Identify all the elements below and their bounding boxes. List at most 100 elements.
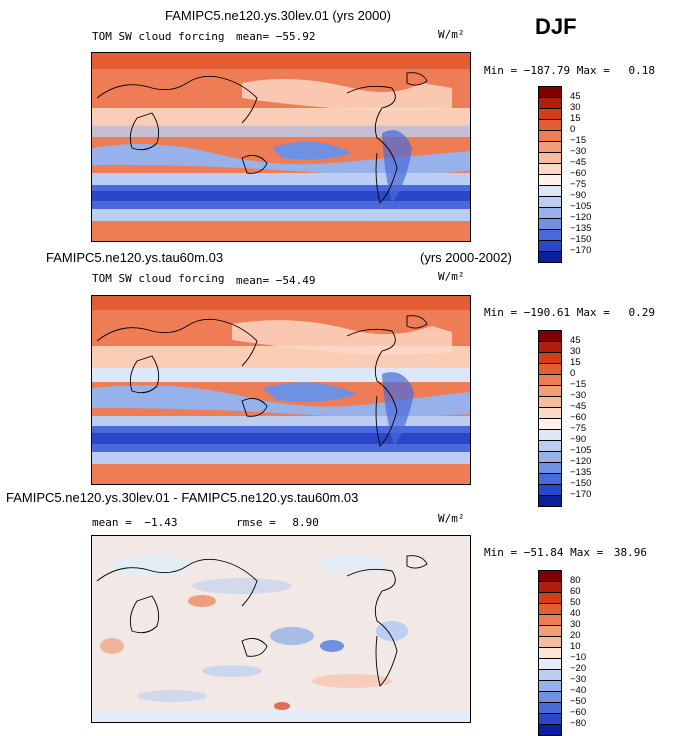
colorbar-swatch bbox=[539, 637, 561, 648]
colorbar-swatch bbox=[539, 164, 561, 175]
colorbar-tick-label: −15 bbox=[570, 135, 587, 146]
panel1-colorbar bbox=[538, 86, 562, 263]
colorbar-tick-label: 20 bbox=[570, 630, 581, 641]
panel1-units: W/m² bbox=[438, 28, 465, 41]
colorbar-swatch bbox=[539, 87, 561, 98]
panel3-min-value: −51.84 bbox=[523, 546, 564, 559]
colorbar-swatch bbox=[539, 604, 561, 615]
colorbar-tick-label: −150 bbox=[570, 478, 592, 489]
colorbar-swatch bbox=[539, 485, 561, 496]
colorbar-tick-label: −170 bbox=[570, 489, 592, 500]
colorbar-swatch bbox=[539, 648, 561, 659]
panel1-min-value: −187.79 bbox=[523, 64, 571, 77]
panel1-min-label: Min = bbox=[484, 64, 518, 77]
panel2-max-value: 0.29 bbox=[628, 306, 655, 319]
colorbar-tick-label: −45 bbox=[570, 157, 587, 168]
colorbar-tick-label: −15 bbox=[570, 379, 587, 390]
colorbar-swatch bbox=[539, 441, 561, 452]
colorbar-tick-label: −20 bbox=[570, 663, 587, 674]
panel3-colorbar bbox=[538, 570, 562, 736]
colorbar-swatch bbox=[539, 230, 561, 241]
panel1-max-value: 0.18 bbox=[628, 64, 655, 77]
panel1-title: FAMIPC5.ne120.ys.30lev.01 (yrs 2000) bbox=[165, 8, 391, 23]
colorbar-tick-label: 30 bbox=[570, 102, 581, 113]
colorbar-tick-label: −170 bbox=[570, 245, 592, 256]
panel2-units: W/m² bbox=[438, 270, 465, 283]
panel2-minmax: Min = −190.61 Max = 0.29 bbox=[484, 306, 655, 319]
colorbar-tick-label: −105 bbox=[570, 445, 592, 456]
colorbar-swatch bbox=[539, 175, 561, 186]
colorbar-swatch bbox=[539, 582, 561, 593]
colorbar-swatch bbox=[539, 208, 561, 219]
colorbar-tick-label: −90 bbox=[570, 434, 587, 445]
panel2-map-field bbox=[92, 296, 470, 484]
panel3-colorbar-swatches bbox=[538, 570, 562, 736]
panel1-map-field bbox=[92, 53, 470, 241]
colorbar-tick-label: −105 bbox=[570, 201, 592, 212]
panel2-subtitle: TOM SW cloud forcing bbox=[92, 272, 225, 285]
colorbar-swatch bbox=[539, 386, 561, 397]
colorbar-swatch bbox=[539, 615, 561, 626]
colorbar-tick-label: −40 bbox=[570, 685, 587, 696]
colorbar-swatch bbox=[539, 375, 561, 386]
colorbar-tick-label: −60 bbox=[570, 707, 587, 718]
colorbar-swatch bbox=[539, 463, 561, 474]
panel3-mean: mean = −1.43 bbox=[92, 516, 178, 529]
colorbar-swatch bbox=[539, 496, 561, 506]
colorbar-swatch bbox=[539, 397, 561, 408]
colorbar-swatch bbox=[539, 571, 561, 582]
colorbar-swatch bbox=[539, 452, 561, 463]
colorbar-tick-label: 10 bbox=[570, 641, 581, 652]
colorbar-tick-label: −60 bbox=[570, 412, 587, 423]
colorbar-swatch bbox=[539, 120, 561, 131]
colorbar-tick-label: −30 bbox=[570, 390, 587, 401]
panel3-min-label: Min = bbox=[484, 546, 518, 559]
colorbar-swatch bbox=[539, 725, 561, 735]
panel2-mean: mean= −54.49 bbox=[236, 274, 316, 287]
panel2-colorbar bbox=[538, 330, 562, 507]
colorbar-tick-label: 15 bbox=[570, 357, 581, 368]
panel1-colorbar-swatches bbox=[538, 86, 562, 263]
colorbar-swatch bbox=[539, 342, 561, 353]
panel3-map-field bbox=[92, 536, 470, 722]
panel1-minmax: Min = −187.79 Max = 0.18 bbox=[484, 64, 655, 77]
colorbar-tick-label: −150 bbox=[570, 234, 592, 245]
panel2-map bbox=[91, 295, 471, 485]
colorbar-swatch bbox=[539, 419, 561, 430]
colorbar-tick-label: 80 bbox=[570, 575, 581, 586]
colorbar-swatch bbox=[539, 109, 561, 120]
colorbar-tick-label: −45 bbox=[570, 401, 587, 412]
panel1-subtitle: TOM SW cloud forcing bbox=[92, 30, 225, 43]
colorbar-swatch bbox=[539, 474, 561, 485]
colorbar-tick-label: −120 bbox=[570, 212, 592, 223]
colorbar-swatch bbox=[539, 692, 561, 703]
panel3-max-label: Max = bbox=[570, 546, 604, 559]
colorbar-swatch bbox=[539, 681, 561, 692]
panel3-map bbox=[91, 535, 471, 723]
colorbar-tick-label: −75 bbox=[570, 423, 587, 434]
panel2-colorbar-swatches bbox=[538, 330, 562, 507]
colorbar-tick-label: 0 bbox=[570, 368, 576, 379]
colorbar-tick-label: −135 bbox=[570, 467, 592, 478]
colorbar-tick-label: −30 bbox=[570, 674, 587, 685]
colorbar-tick-label: 50 bbox=[570, 597, 581, 608]
colorbar-swatch bbox=[539, 626, 561, 637]
panel3-max-value: 38.96 bbox=[613, 546, 647, 559]
colorbar-swatch bbox=[539, 241, 561, 252]
colorbar-swatch bbox=[539, 153, 561, 164]
colorbar-swatch bbox=[539, 703, 561, 714]
colorbar-tick-label: 45 bbox=[570, 91, 581, 102]
colorbar-swatch bbox=[539, 131, 561, 142]
colorbar-swatch bbox=[539, 364, 561, 375]
panel3-rmse-value: 8.90 bbox=[292, 516, 319, 529]
panel3-minmax: Min = −51.84 Max = 38.96 bbox=[484, 546, 647, 559]
colorbar-tick-label: −90 bbox=[570, 190, 587, 201]
colorbar-tick-label: −80 bbox=[570, 718, 587, 729]
colorbar-tick-label: −120 bbox=[570, 456, 592, 467]
colorbar-tick-label: −10 bbox=[570, 652, 587, 663]
colorbar-tick-label: 0 bbox=[570, 124, 576, 135]
colorbar-swatch bbox=[539, 714, 561, 725]
panel3-mean-label: mean = bbox=[92, 516, 132, 529]
colorbar-tick-label: 30 bbox=[570, 619, 581, 630]
colorbar-swatch bbox=[539, 252, 561, 262]
